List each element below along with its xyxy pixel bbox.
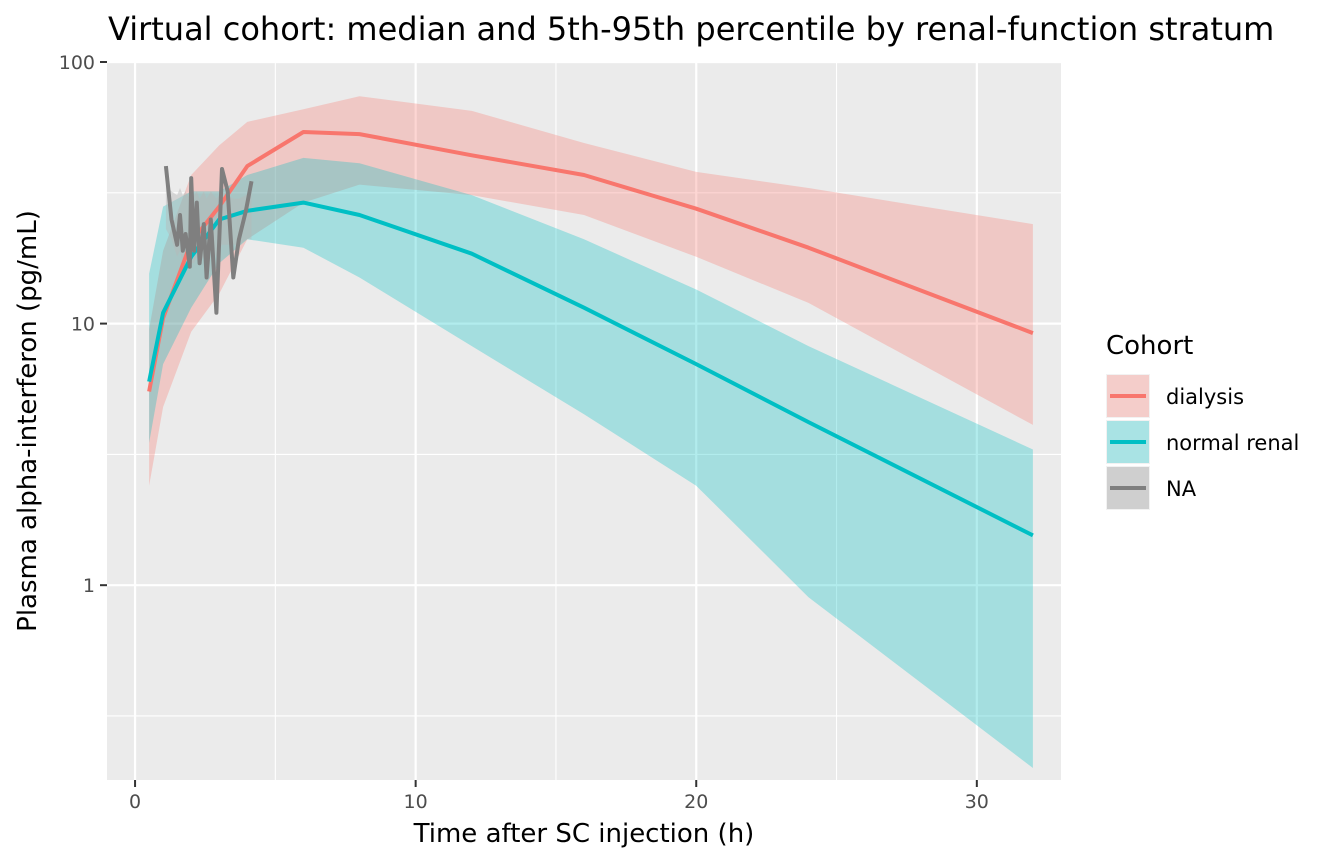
y-tick-label: 10 bbox=[71, 314, 95, 336]
major-gridlines bbox=[107, 60, 1061, 780]
median-line-normal-renal bbox=[147, 200, 1034, 538]
x-tick-label: 0 bbox=[129, 791, 141, 813]
x-tick-label: 30 bbox=[965, 791, 989, 813]
x-tick-label: 20 bbox=[684, 791, 708, 813]
y-tick-label: 1 bbox=[83, 575, 95, 597]
chart-title: Virtual cohort: median and 5th-95th perc… bbox=[108, 10, 1274, 48]
x-axis: 0 10 20 30 bbox=[129, 780, 989, 813]
ribbon-normal-renal bbox=[149, 157, 1033, 768]
y-axis: 1 10 100 bbox=[59, 52, 107, 597]
legend-title: Cohort bbox=[1106, 331, 1193, 361]
legend-label-na: NA bbox=[1166, 477, 1197, 501]
legend-label-normal-renal: normal renal bbox=[1166, 431, 1299, 455]
ribbon-dialysis bbox=[149, 96, 1033, 486]
legend-label-dialysis: dialysis bbox=[1166, 385, 1244, 409]
plot-panel bbox=[107, 62, 1061, 780]
y-axis-title: Plasma alpha-interferon (pg/mL) bbox=[13, 210, 43, 632]
legend: Cohort dialysis normal renal NA bbox=[1106, 331, 1299, 510]
median-line-na bbox=[163, 165, 254, 315]
x-tick-label: 10 bbox=[404, 791, 428, 813]
x-axis-title: Time after SC injection (h) bbox=[413, 819, 755, 849]
y-tick-label: 100 bbox=[59, 52, 95, 74]
median-lines bbox=[147, 130, 1034, 538]
minor-gridlines bbox=[107, 62, 1061, 780]
